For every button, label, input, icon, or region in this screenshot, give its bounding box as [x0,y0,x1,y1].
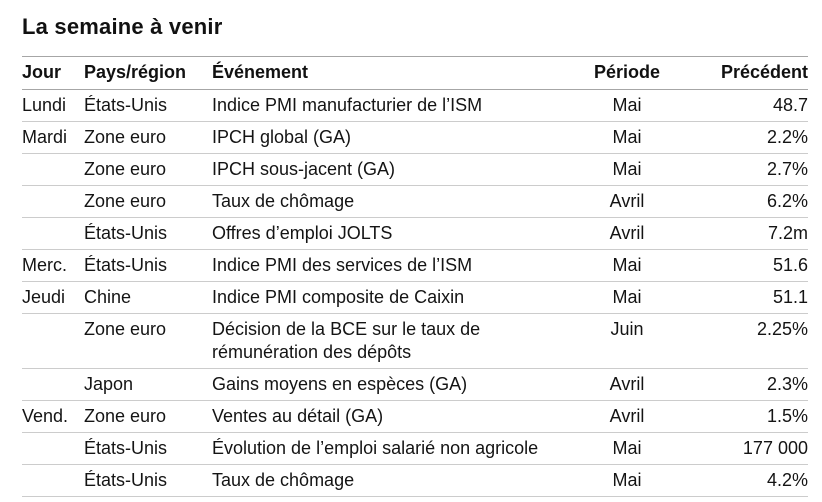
cell-previous: 2.2% [697,121,808,155]
column-header-period: Période [557,56,697,90]
cell-event: Taux de chômage [212,464,557,498]
cell-day [22,368,84,402]
table-row: Jeudi Chine Indice PMI composite de Caixin… [22,281,808,315]
cell-day [22,153,84,187]
table-row: Lundi États-Unis Indice PMI manufacturier … [22,89,808,123]
page-title: La semaine à venir [22,14,223,39]
cell-period: Avril [557,185,697,219]
cell-event: Taux de chômage [212,185,557,219]
cell-period: Juin [557,313,697,370]
cell-day [22,432,84,466]
cell-previous: 51.6 [697,249,808,283]
column-header-previous: Précédent [697,56,808,90]
table-row: Mardi Zone euro IPCH global (GA) Mai 2.2% [22,121,808,155]
cell-region: États-Unis [84,217,212,251]
table-row: Japon Gains moyens en espèces (GA) Avril 2.… [22,368,808,402]
table-row: Vend. Zone euro Ventes au détail (GA) Avril… [22,400,808,434]
cell-period: Avril [557,217,697,251]
cell-period: Mai [557,89,697,123]
cell-previous: 1.5% [697,400,808,434]
cell-period: Mai [557,464,697,498]
table-row: États-Unis Évolution de l’emploi salarié … [22,432,808,466]
cell-day [22,464,84,498]
cell-previous: 4.2% [697,464,808,498]
cell-event: Indice PMI des services de l’ISM [212,249,557,283]
cell-period: Avril [557,368,697,402]
cell-event: Décision de la BCE sur le taux de rémuné… [212,313,557,370]
cell-region: Zone euro [84,313,212,370]
cell-event: Indice PMI manufacturier de l’ISM [212,89,557,123]
table-body: Lundi États-Unis Indice PMI manufacturier … [22,89,808,498]
cell-day [22,313,84,370]
cell-period: Mai [557,121,697,155]
cell-event: Ventes au détail (GA) [212,400,557,434]
cell-day: Vend. [22,400,84,434]
cell-region: Zone euro [84,185,212,219]
column-header-day: Jour [22,56,84,90]
cell-period: Mai [557,281,697,315]
cell-region: États-Unis [84,89,212,123]
cell-event: IPCH sous-jacent (GA) [212,153,557,187]
cell-day: Jeudi [22,281,84,315]
table-row: Zone euro IPCH sous-jacent (GA) Mai 2.7% [22,153,808,187]
cell-event: Offres d’emploi JOLTS [212,217,557,251]
table-row: États-Unis Offres d’emploi JOLTS Avril 7.2m [22,217,808,251]
column-header-event: Événement [212,56,557,90]
cell-previous: 177 000 [697,432,808,466]
cell-region: États-Unis [84,432,212,466]
cell-previous: 2.3% [697,368,808,402]
table-header-row: Jour Pays/région Événement Période Précé… [22,56,808,90]
cell-period: Mai [557,432,697,466]
cell-event: Indice PMI composite de Caixin [212,281,557,315]
cell-day: Lundi [22,89,84,123]
column-header-region: Pays/région [84,56,212,90]
cell-previous: 2.7% [697,153,808,187]
table-row: Zone euro Taux de chômage Avril 6.2% [22,185,808,219]
table-row: Zone euro Décision de la BCE sur le taux … [22,313,808,370]
cell-previous: 48.7 [697,89,808,123]
cell-event: Gains moyens en espèces (GA) [212,368,557,402]
cell-period: Avril [557,400,697,434]
cell-region: Zone euro [84,400,212,434]
cell-period: Mai [557,249,697,283]
cell-day: Merc. [22,249,84,283]
cell-day [22,185,84,219]
cell-previous: 6.2% [697,185,808,219]
cell-previous: 7.2m [697,217,808,251]
cell-region: États-Unis [84,464,212,498]
cell-day: Mardi [22,121,84,155]
cell-region: États-Unis [84,249,212,283]
cell-region: Japon [84,368,212,402]
economic-calendar-table: Jour Pays/région Événement Période Précé… [22,56,808,498]
table-row: États-Unis Taux de chômage Mai 4.2% [22,464,808,498]
table-row: Merc. États-Unis Indice PMI des services d… [22,249,808,283]
cell-region: Zone euro [84,121,212,155]
cell-period: Mai [557,153,697,187]
cell-previous: 2.25% [697,313,808,370]
cell-region: Zone euro [84,153,212,187]
cell-previous: 51.1 [697,281,808,315]
cell-day [22,217,84,251]
cell-event: IPCH global (GA) [212,121,557,155]
cell-event: Évolution de l’emploi salarié non agrico… [212,432,557,466]
cell-region: Chine [84,281,212,315]
